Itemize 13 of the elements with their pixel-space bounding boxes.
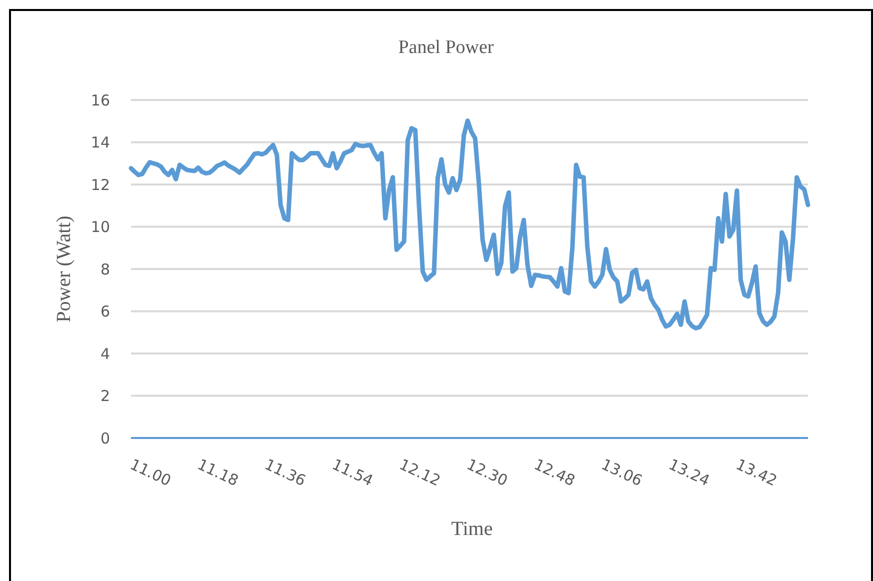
y-tick-label: 16: [90, 91, 110, 110]
y-tick-label: 0: [100, 429, 110, 448]
y-tick-label: 14: [90, 134, 110, 152]
y-tick-label: 10: [90, 218, 110, 236]
y-tick-label: 8: [100, 260, 110, 278]
y-tick-label: 6: [100, 302, 110, 320]
y-axis-title: Power (Watt): [53, 216, 75, 322]
y-tick-label: 2: [100, 387, 110, 405]
y-tick-label: 4: [100, 344, 110, 363]
x-axis-title: Time: [451, 518, 493, 540]
line-series: [128, 118, 810, 330]
y-tick-label: 12: [90, 176, 110, 194]
chart-title: Panel Power: [398, 37, 494, 58]
